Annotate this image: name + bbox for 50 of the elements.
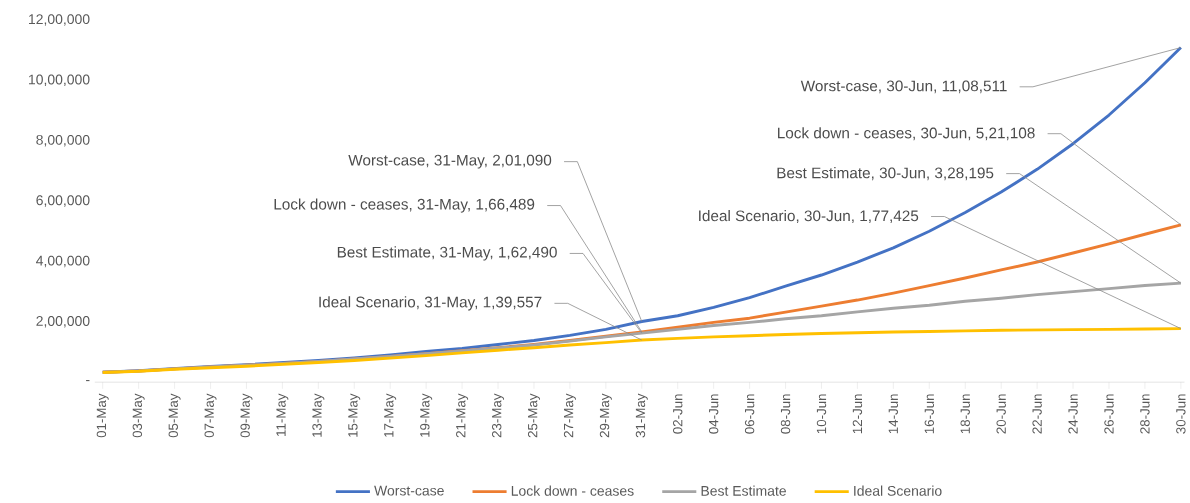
x-tick-label: 27-May (563, 393, 576, 438)
x-tick-label: 05-May (168, 393, 181, 438)
legend-label: Best Estimate (701, 485, 786, 496)
x-tick-label: 03-May (132, 393, 145, 438)
x-tick-label: 12-Jun (852, 394, 863, 434)
x-tick-label: 20-Jun (996, 394, 1006, 434)
y-tick-label: - (86, 380, 90, 382)
legend-label: Ideal Scenario (854, 485, 942, 496)
annotation: Worst-case, 31-May, 2,01,090 (348, 154, 552, 169)
annotation: Ideal Scenario, 30-Jun, 1,77,425 (699, 210, 919, 224)
annotation: Lock down - ceases, 30-Jun, 5,21,108 (778, 127, 1035, 141)
x-tick-label: 09-May (240, 393, 253, 438)
x-tick-label: 19-May (420, 393, 433, 437)
y-tick-label: 4,00,000 (36, 255, 90, 268)
x-tick-label: 06-Jun (744, 394, 755, 434)
x-tick-label: 26-Jun (1104, 394, 1114, 434)
x-tick-label: 25-May (527, 393, 540, 438)
x-tick-label: 28-Jun (1140, 394, 1150, 434)
y-tick-label: 10,00,000 (29, 74, 90, 87)
y-tick-label: 2,00,000 (36, 316, 90, 328)
x-tick-label: 31-May (635, 393, 648, 438)
x-tick-label: 29-May (599, 393, 612, 438)
annotation: Best Estimate, 31-May, 1,62,490 (337, 246, 557, 261)
x-tick-label: 24-Jun (1068, 394, 1078, 434)
annotation: Ideal Scenario, 31-May, 1,39,557 (319, 296, 542, 311)
y-tick-label: 8,00,000 (36, 134, 90, 147)
x-tick-label: 01-May (96, 393, 109, 438)
x-tick-label: 22-Jun (1032, 394, 1042, 434)
x-tick-label: 21-May (456, 393, 469, 438)
x-tick-label: 15-May (348, 393, 361, 437)
annotation: Best Estimate, 30-Jun, 3,28,195 (777, 167, 994, 181)
annotation: Worst-case, 30-Jun, 11,08,511 (800, 80, 1007, 94)
y-tick-label: 12,00,000 (29, 14, 90, 26)
x-tick-label: 10-Jun (816, 394, 827, 434)
x-tick-label: 11-May (276, 393, 289, 436)
x-tick-label: 13-May (312, 393, 325, 437)
x-tick-label: 14-Jun (888, 394, 898, 434)
x-tick-label: 07-May (204, 393, 217, 438)
x-tick-label: 18-Jun (960, 394, 970, 434)
x-tick-label: 30-Jun (1176, 394, 1186, 434)
x-tick-label: 23-May (492, 393, 505, 438)
y-tick-label: 6,00,000 (36, 195, 90, 207)
x-tick-label: 04-Jun (708, 394, 719, 434)
x-tick-label: 16-Jun (924, 394, 934, 434)
legend-label: Lock down - ceases (511, 485, 634, 496)
legend-label: Worst-case (374, 485, 444, 496)
x-tick-label: 08-Jun (780, 394, 791, 434)
x-tick-label: 02-Jun (673, 394, 683, 434)
x-tick-label: 17-May (384, 393, 397, 437)
annotation: Lock down - ceases, 31-May, 1,66,489 (274, 198, 535, 213)
